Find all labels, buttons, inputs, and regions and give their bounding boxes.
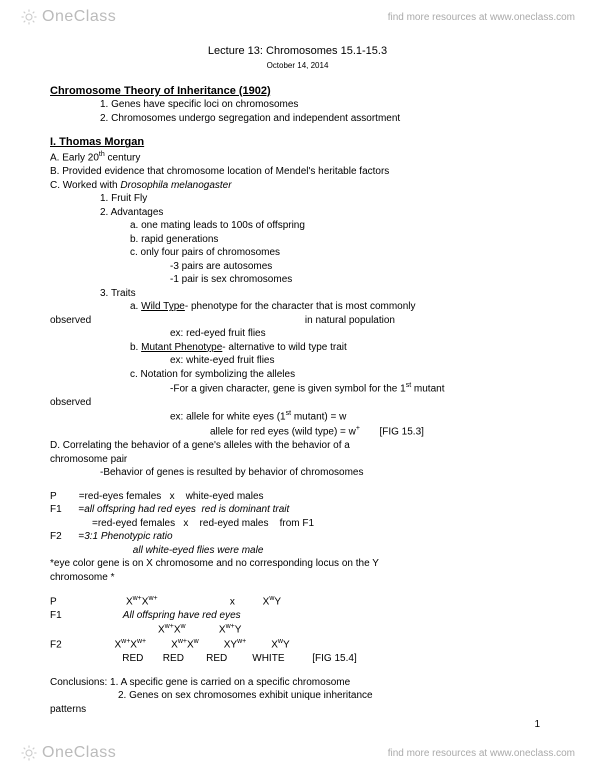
notation-ex1: ex: allele for white eyes (1st mutant) =… <box>50 409 545 424</box>
brand-logo-footer: OneClass <box>20 744 116 762</box>
section-d3: -Behavior of genes is resulted by behavi… <box>50 466 545 480</box>
conclusion-1: Conclusions: 1. A specific gene is carri… <box>50 676 545 690</box>
punnett-colors: RED RED RED WHITE [FIG 15.4] <box>50 652 545 666</box>
morgan-b: B. Provided evidence that chromosome loc… <box>50 165 545 179</box>
find-more-link-footer[interactable]: find more resources at www.oneclass.com <box>388 748 575 759</box>
cross-f1b: =red-eyed females x red-eyed males from … <box>50 517 545 531</box>
punnett-f2: F2 Xw+Xw+ Xw+Xw XYw+ XwY <box>50 637 545 652</box>
heading-chromosome-theory: Chromosome Theory of Inheritance (1902) <box>50 84 545 99</box>
wild-type-ex: ex: red-eyed fruit flies <box>50 327 545 341</box>
traits: 3. Traits <box>50 287 545 301</box>
adv-c: c. only four pairs of chromosomes <box>50 246 545 260</box>
punnett-f1: F1 All offspring have red eyes <box>50 609 545 623</box>
mutant-ex: ex: white-eyed fruit flies <box>50 354 545 368</box>
adv-c-1: -3 pairs are autosomes <box>50 260 545 274</box>
theory-point-2: 2. Chromosomes undergo segregation and i… <box>50 112 545 126</box>
page-header: OneClass find more resources at www.onec… <box>0 0 595 34</box>
conclusion-3: patterns <box>50 703 545 717</box>
document-body: Lecture 13: Chromosomes 15.1-15.3 Octobe… <box>0 34 595 746</box>
find-more-link[interactable]: find more resources at www.oneclass.com <box>388 12 575 23</box>
cross-f2b: all white-eyed flies were male <box>50 544 545 558</box>
lecture-title: Lecture 13: Chromosomes 15.1-15.3 <box>50 44 545 59</box>
adv-b: b. rapid generations <box>50 233 545 247</box>
lecture-date: October 14, 2014 <box>50 61 545 72</box>
sun-icon <box>20 744 38 762</box>
notation-ex2: allele for red eyes (wild type) = w+ [FI… <box>50 424 545 439</box>
fruit-fly: 1. Fruit Fly <box>50 192 545 206</box>
page-number: 1 <box>534 719 540 730</box>
cross-p: P =red-eyes females x white-eyed males <box>50 490 545 504</box>
punnett-gametes: Xw+Xw Xw+Y <box>50 622 545 637</box>
wild-type-line2: observedin natural population <box>50 314 545 328</box>
brand-name: OneClass <box>42 8 116 26</box>
conclusion-2: 2. Genes on sex chromosomes exhibit uniq… <box>50 689 545 703</box>
notation: c. Notation for symbolizing the alleles <box>50 368 545 382</box>
notation-1: -For a given character, gene is given sy… <box>50 381 545 396</box>
notation-observed: observed <box>50 396 545 410</box>
adv-c-2: -1 pair is sex chromosomes <box>50 273 545 287</box>
mutant-line: b. Mutant Phenotype- alternative to wild… <box>50 341 545 355</box>
sun-icon <box>20 8 38 26</box>
eye-color-note2: chromosome * <box>50 571 545 585</box>
brand-logo: OneClass <box>20 8 116 26</box>
cross-f1: F1 =all offspring had red eyes red is do… <box>50 503 545 517</box>
eye-color-note: *eye color gene is on X chromosome and n… <box>50 557 545 571</box>
theory-point-1: 1. Genes have specific loci on chromosom… <box>50 98 545 112</box>
brand-name-footer: OneClass <box>42 744 116 762</box>
punnett-p: P Xw+Xw+ x XwY <box>50 594 545 609</box>
section-d2: chromosome pair <box>50 453 545 467</box>
page-footer: OneClass find more resources at www.onec… <box>0 736 595 770</box>
adv-a: a. one mating leads to 100s of offspring <box>50 219 545 233</box>
wild-type-line: a. Wild Type- phenotype for the characte… <box>50 300 545 314</box>
advantages: 2. Advantages <box>50 206 545 220</box>
heading-thomas-morgan: I. Thomas Morgan <box>50 135 545 150</box>
morgan-a: A. Early 20th century <box>50 150 545 165</box>
cross-f2: F2 =3:1 Phenotypic ratio <box>50 530 545 544</box>
morgan-c: C. Worked with Drosophila melanogaster <box>50 179 545 193</box>
section-d: D. Correlating the behavior of a gene's … <box>50 439 545 453</box>
